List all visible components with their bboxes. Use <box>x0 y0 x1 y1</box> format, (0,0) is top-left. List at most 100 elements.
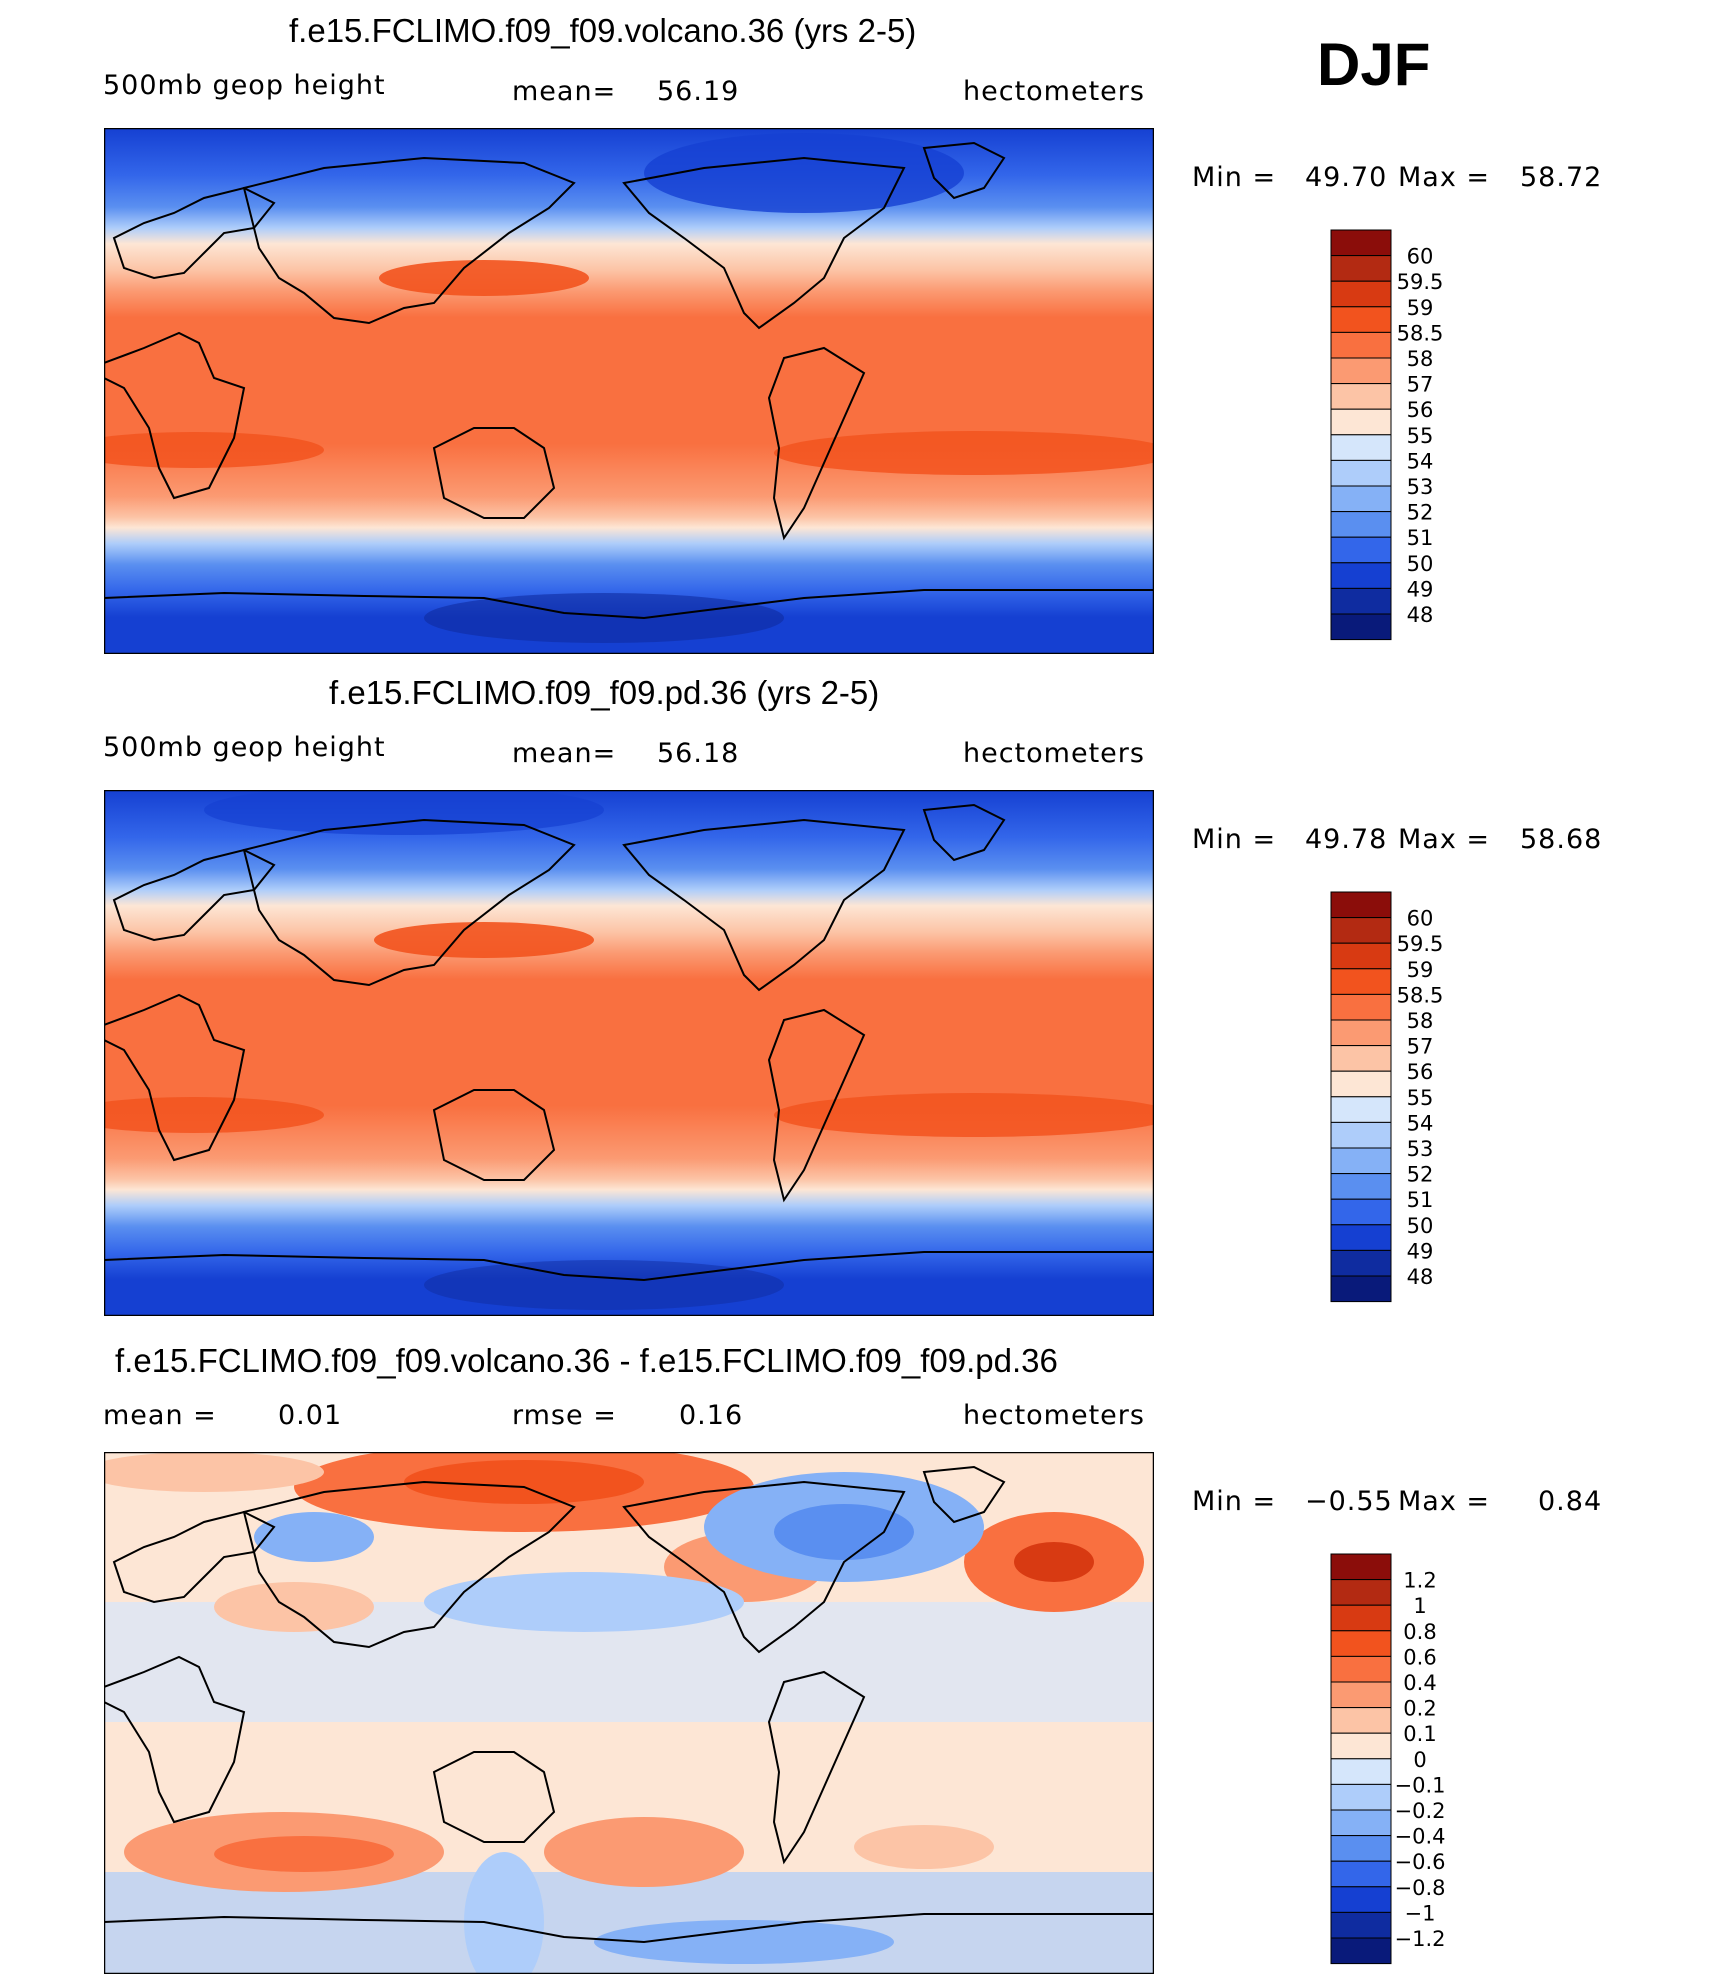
panel-1-max-value: 58.72 <box>1520 162 1603 193</box>
colorbar-swatch <box>1330 1911 1392 1939</box>
colorbar-swatch <box>1330 942 1392 970</box>
panel-3-map <box>104 1452 1154 1974</box>
colorbar-swatch <box>1330 1147 1392 1175</box>
colorbar-swatch <box>1330 306 1392 333</box>
colorbar-swatch <box>1330 1937 1392 1965</box>
colorbar-swatch <box>1330 357 1392 385</box>
panel-1-min-label: Min = <box>1192 162 1277 193</box>
panel-3-mean-value: 0.01 <box>278 1400 343 1431</box>
colorbar-swatch <box>1330 229 1392 257</box>
colorbar-swatch <box>1330 1783 1392 1811</box>
panel-3-rmse-label: rmse = <box>512 1400 617 1431</box>
colorbar-tick-label: 0.2 <box>1403 1697 1436 1721</box>
colorbar-swatch <box>1330 1553 1392 1581</box>
colorbar-swatch <box>1330 536 1392 564</box>
colorbar-tick-label: 57 <box>1407 1035 1434 1059</box>
colorbar-swatch <box>1330 1121 1392 1149</box>
colorbar-swatch <box>1330 255 1392 282</box>
colorbar-tick-label: 57 <box>1407 373 1434 397</box>
colorbar-tick-label: 51 <box>1407 526 1434 550</box>
panel-1-title: f.e15.FCLIMO.f09_f09.volcano.36 (yrs 2-5… <box>289 12 917 49</box>
colorbar-tick-label: 54 <box>1407 1111 1434 1135</box>
panel-2-max-label: Max = <box>1398 824 1491 855</box>
panel-1-map <box>104 128 1154 654</box>
colorbar-tick-label: 58 <box>1407 1009 1434 1033</box>
colorbar-tick-label: −0.2 <box>1395 1799 1446 1823</box>
colorbar-tick-label: 0.8 <box>1403 1620 1436 1644</box>
panel-3-max-value: 0.84 <box>1538 1486 1603 1517</box>
panel-2-variable-label: 500mb geop height <box>103 732 386 763</box>
colorbar-tick-label: 59 <box>1407 296 1434 320</box>
panel-2-mean-label: mean= <box>512 738 617 769</box>
colorbar-tick-label: 55 <box>1407 1086 1434 1110</box>
colorbar-swatch <box>1330 1275 1392 1303</box>
colorbar-tick-label: 59 <box>1407 958 1434 982</box>
panel-1-min-value: 49.70 <box>1305 162 1388 193</box>
colorbar-tick-label: 53 <box>1407 475 1434 499</box>
panel-3-min-value: −0.55 <box>1305 1486 1393 1517</box>
colorbar-tick-label: 49 <box>1407 577 1434 601</box>
colorbar-swatch <box>1330 1173 1392 1200</box>
colorbar-tick-label: 58.5 <box>1397 983 1444 1007</box>
panel-3-max-label: Max = <box>1398 1486 1491 1517</box>
panel-3-title: f.e15.FCLIMO.f09_f09.volcano.36 - f.e15.… <box>115 1342 1058 1379</box>
colorbar-tick-label: 0 <box>1413 1748 1426 1772</box>
panel-2-min-value: 49.78 <box>1305 824 1388 855</box>
colorbar-tick-label: 60 <box>1407 907 1434 931</box>
panel-1-mean-label: mean= <box>512 76 617 107</box>
colorbar-swatch <box>1330 1681 1392 1709</box>
colorbar-swatch <box>1330 1809 1392 1837</box>
colorbar-swatch <box>1330 891 1392 919</box>
colorbar-swatch <box>1330 1070 1392 1098</box>
panel-3-rmse-value: 0.16 <box>679 1400 744 1431</box>
colorbar-swatch <box>1330 613 1392 641</box>
colorbar-tick-label: −0.8 <box>1395 1876 1446 1900</box>
colorbar-swatch <box>1330 1045 1392 1072</box>
colorbar-tick-label: 53 <box>1407 1137 1434 1161</box>
colorbar-swatch <box>1330 587 1392 615</box>
colorbar-swatch <box>1330 1224 1392 1251</box>
colorbar-swatch <box>1330 993 1392 1021</box>
colorbar-swatch <box>1330 408 1392 436</box>
colorbar-swatch <box>1330 1758 1392 1785</box>
colorbar-tick-label: 1 <box>1413 1594 1426 1618</box>
colorbar-tick-label: 0.6 <box>1403 1645 1436 1669</box>
colorbar-swatch <box>1330 1835 1392 1862</box>
colorbar-tick-label: 1.2 <box>1403 1569 1436 1593</box>
panel-2-title: f.e15.FCLIMO.f09_f09.pd.36 (yrs 2-5) <box>329 674 880 711</box>
panel-2-min-label: Min = <box>1192 824 1277 855</box>
colorbar-swatch <box>1330 1707 1392 1734</box>
colorbar-swatch <box>1330 434 1392 461</box>
colorbar-tick-label: 51 <box>1407 1188 1434 1212</box>
colorbar-swatch <box>1330 968 1392 995</box>
colorbar-swatch <box>1330 1579 1392 1606</box>
panel-2-mean-value: 56.18 <box>657 738 740 769</box>
colorbar-tick-label: 0.4 <box>1403 1671 1436 1695</box>
colorbar-swatch <box>1330 331 1392 359</box>
colorbar-tick-label: −0.1 <box>1395 1773 1446 1797</box>
colorbar-tick-label: 56 <box>1407 1060 1434 1084</box>
colorbar-tick-label: −1.2 <box>1395 1927 1446 1951</box>
panel-2-units: hectometers <box>963 738 1145 769</box>
panel-2-map <box>104 790 1154 1316</box>
panel-3-colorbar: 1.210.80.60.40.20.10−0.1−0.2−0.4−0.6−0.8… <box>1330 1553 1446 1965</box>
season-label: DJF <box>1317 31 1431 98</box>
colorbar-swatch <box>1330 1860 1392 1888</box>
panel-3-mean-label: mean = <box>103 1400 217 1431</box>
colorbar-swatch <box>1330 1198 1392 1226</box>
panel-1-units: hectometers <box>963 76 1145 107</box>
colorbar-swatch <box>1330 1630 1392 1657</box>
colorbar-tick-label: 50 <box>1407 1214 1434 1238</box>
colorbar-swatch <box>1330 1604 1392 1632</box>
colorbar-swatch <box>1330 1655 1392 1683</box>
colorbar-swatch <box>1330 1019 1392 1047</box>
colorbar-tick-label: −0.4 <box>1395 1825 1446 1849</box>
colorbar-tick-label: 49 <box>1407 1239 1434 1263</box>
colorbar-swatch <box>1330 280 1392 308</box>
colorbar-swatch <box>1330 485 1392 513</box>
colorbar-tick-label: 52 <box>1407 501 1434 525</box>
colorbar-tick-label: 48 <box>1407 603 1434 627</box>
colorbar-tick-label: 55 <box>1407 424 1434 448</box>
